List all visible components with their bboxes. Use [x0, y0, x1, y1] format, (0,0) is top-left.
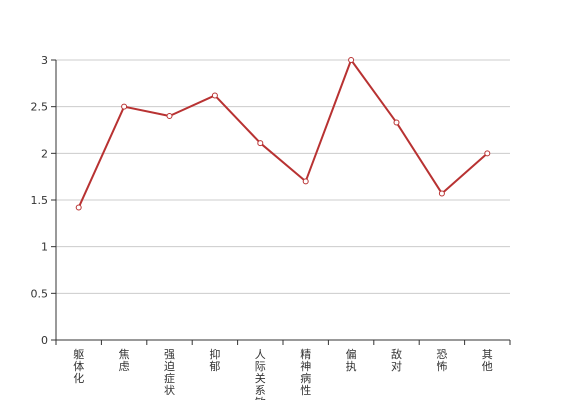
- x-tick-label: 精神病性: [300, 348, 311, 397]
- data-point[interactable]: [302, 178, 309, 185]
- axes: [51, 59, 511, 345]
- data-point[interactable]: [393, 119, 400, 126]
- x-tick-label: 恐怖: [436, 348, 447, 373]
- series-line-group: [77, 59, 488, 208]
- x-tick-label: 敌对: [391, 347, 402, 373]
- data-point[interactable]: [438, 190, 445, 197]
- x-tick-label: 躯体化: [73, 348, 84, 385]
- data-point[interactable]: [166, 113, 173, 119]
- x-tick-label: 焦虑: [119, 348, 130, 373]
- data-point[interactable]: [348, 57, 355, 63]
- x-tick-label: 偏执: [346, 347, 357, 373]
- y-tick-label: 0: [41, 334, 48, 347]
- data-point[interactable]: [211, 92, 218, 99]
- data-point[interactable]: [257, 140, 264, 147]
- y-tick-label: 3: [41, 54, 48, 67]
- series-line: [77, 59, 488, 208]
- y-tick-label: 1.5: [31, 194, 49, 207]
- x-tick-label: 强迫症状: [164, 348, 175, 397]
- x-tick-label: 其他: [482, 348, 493, 373]
- x-tick-label: 抑郁: [209, 347, 220, 373]
- data-point[interactable]: [75, 204, 82, 211]
- y-tick-label: 0.5: [31, 287, 49, 300]
- y-tick-label: 2.5: [31, 101, 49, 114]
- grid-lines: [56, 59, 510, 294]
- data-points: [75, 57, 491, 211]
- data-point[interactable]: [121, 103, 128, 110]
- x-tick-labels: 躯体化 焦虑 强迫症状 抑郁 人际关系敏感 精神病性 偏执 敌对 恐怖 其他: [73, 347, 493, 404]
- y-tick-label: 2: [41, 147, 48, 160]
- y-tick-labels: 0 0.5 1 1.5 2 2.5 3: [31, 54, 49, 347]
- x-tick-label: 人际关系敏感: [255, 348, 266, 400]
- y-tick-label: 1: [41, 241, 48, 254]
- data-point[interactable]: [484, 150, 491, 157]
